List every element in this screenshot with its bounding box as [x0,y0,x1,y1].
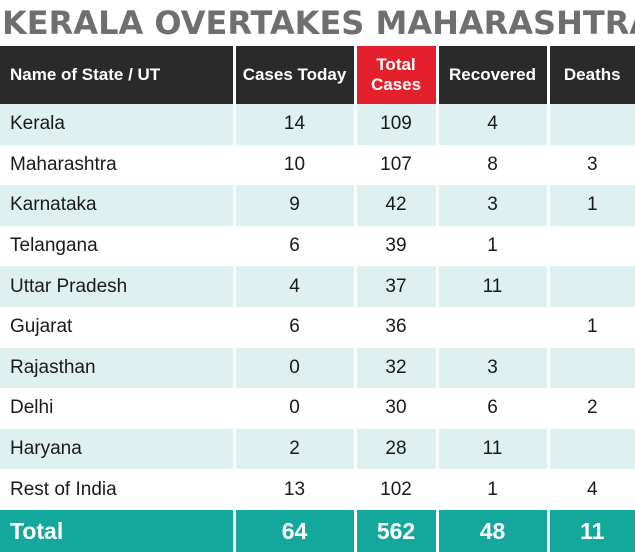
total-label: Total [0,509,236,552]
recovered-cell [437,306,550,348]
column-header-total-cases: Total Cases [355,46,439,104]
deaths-cell: 3 [548,144,635,186]
total-cases-cell: 28 [355,428,439,470]
cases-today-cell: 6 [234,225,357,267]
table-row: Karnataka 9 42 3 1 [0,185,635,226]
state-cell: Uttar Pradesh [0,266,236,307]
recovered-cell: 4 [437,104,550,145]
state-cell: Kerala [0,104,236,145]
state-cell: Gujarat [0,306,236,348]
chart-title: KERALA OVERTAKES MAHARASHTRA [0,0,635,46]
table-row: Maharashtra 10 107 8 3 [0,144,635,186]
total-cases-cell: 30 [355,388,439,429]
table-row: Uttar Pradesh 4 37 11 [0,266,635,307]
table-row: Haryana 2 28 11 [0,428,635,470]
cases-table: Name of State / UT Cases Today Total Case… [0,46,635,552]
deaths-cell [548,428,635,470]
recovered-cell: 1 [437,225,550,267]
state-cell: Telangana [0,225,236,267]
total-cases-cell: 36 [355,306,439,348]
total-total-cases: 562 [355,509,439,552]
table-row: Delhi 0 30 6 2 [0,388,635,429]
cases-today-cell: 10 [234,144,357,186]
total-cases-cell: 109 [355,104,439,145]
total-row: Total 64 562 48 11 [0,509,635,552]
total-cases-cell: 37 [355,266,439,307]
deaths-cell [548,347,635,389]
state-cell: Maharashtra [0,144,236,186]
table-body: Kerala 14 109 4 Maharashtra 10 107 8 3 Karnataka 9… [0,104,635,552]
column-header-deaths: Deaths [548,46,635,104]
table-row: Rest of India 13 102 1 4 [0,469,635,510]
total-recovered: 48 [437,509,550,552]
cases-today-cell: 13 [234,469,357,510]
recovered-cell: 11 [437,428,550,470]
deaths-cell [548,104,635,145]
table-row: Gujarat 6 36 1 [0,306,635,348]
cases-today-cell: 9 [234,185,357,226]
total-cases-cell: 107 [355,144,439,186]
cases-today-cell: 2 [234,428,357,470]
total-cases-cell: 42 [355,185,439,226]
total-cases-today: 64 [234,509,357,552]
state-cell: Rest of India [0,469,236,510]
state-cell: Rajasthan [0,347,236,389]
deaths-cell: 1 [548,306,635,348]
deaths-cell: 1 [548,185,635,226]
table-row: Rajasthan 0 32 3 [0,347,635,389]
recovered-cell: 3 [437,185,550,226]
total-cases-cell: 39 [355,225,439,267]
header-row: Name of State / UT Cases Today Total Case… [0,46,635,104]
deaths-cell: 4 [548,469,635,510]
state-cell: Delhi [0,388,236,429]
cases-today-cell: 6 [234,306,357,348]
cases-today-cell: 0 [234,388,357,429]
deaths-cell: 2 [548,388,635,429]
recovered-cell: 8 [437,144,550,186]
recovered-cell: 11 [437,266,550,307]
cases-today-cell: 4 [234,266,357,307]
deaths-cell [548,266,635,307]
total-deaths: 11 [548,509,635,552]
cases-today-cell: 14 [234,104,357,145]
column-header-state: Name of State / UT [0,46,236,104]
cases-today-cell: 0 [234,347,357,389]
column-header-recovered: Recovered [437,46,550,104]
recovered-cell: 3 [437,347,550,389]
column-header-cases-today: Cases Today [234,46,357,104]
table-row: Kerala 14 109 4 [0,104,635,145]
recovered-cell: 6 [437,388,550,429]
total-cases-cell: 102 [355,469,439,510]
deaths-cell [548,225,635,267]
state-cell: Karnataka [0,185,236,226]
state-cell: Haryana [0,428,236,470]
table-row: Telangana 6 39 1 [0,225,635,267]
recovered-cell: 1 [437,469,550,510]
total-cases-cell: 32 [355,347,439,389]
